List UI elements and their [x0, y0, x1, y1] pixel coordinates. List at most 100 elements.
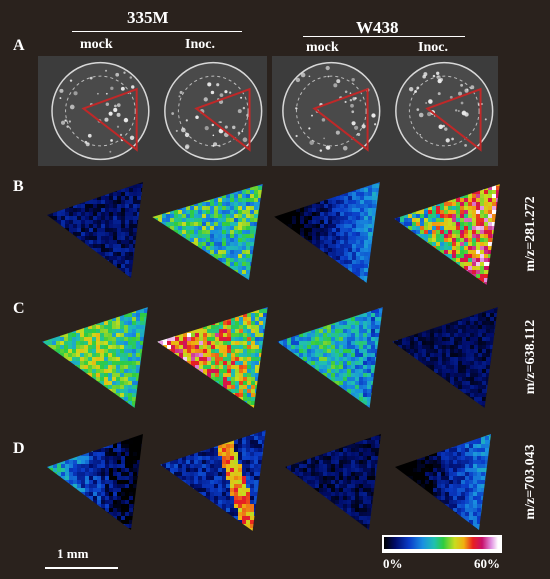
mz-label-c: m/z=638.112	[523, 319, 538, 395]
tissue-spot	[212, 134, 215, 137]
tissue-spot	[184, 145, 189, 150]
tissue-spot	[295, 77, 301, 83]
tissue-spot	[218, 144, 221, 148]
row-label-b: B	[13, 178, 24, 195]
tissue-spot	[89, 76, 93, 80]
tissue-spot	[437, 78, 442, 84]
tissue-spot	[418, 112, 424, 118]
tissue-spot	[336, 79, 341, 84]
tissue-spot	[354, 125, 359, 130]
tissue-spot	[185, 119, 188, 122]
tissue-spot	[224, 125, 228, 129]
tissue-spot	[105, 102, 110, 106]
tissue-spot	[195, 115, 199, 120]
ion-intensity-pixels	[47, 434, 143, 530]
tissue-spot	[371, 113, 376, 118]
colorbar-max-label: 60%	[474, 556, 500, 571]
tissue-spot	[333, 83, 338, 88]
tissue-spot	[350, 103, 354, 108]
tissue-spot	[87, 133, 92, 138]
ion-map-b-w438-inoc	[392, 182, 502, 287]
ion-intensity-pixels	[392, 307, 498, 408]
tissue-spot	[419, 133, 422, 136]
ion-intensity-pixels	[277, 307, 383, 408]
tissue-spot	[120, 86, 125, 91]
tissue-spot	[178, 95, 181, 98]
tissue-spot	[442, 124, 445, 128]
tissue-spot	[216, 83, 220, 87]
tissue-spot	[354, 97, 357, 100]
tissue-spot	[351, 121, 356, 126]
ion-intensity-pixels	[285, 434, 381, 530]
colorbar	[384, 537, 498, 549]
tissue-spot	[300, 72, 306, 78]
tissue-spot	[374, 123, 377, 126]
column-label-w438-mock: mock	[306, 40, 339, 55]
tissue-spot	[84, 140, 88, 144]
tissue-spot	[349, 92, 352, 94]
tissue-spot	[109, 150, 112, 153]
tissue-spot	[129, 76, 133, 79]
vascular-ring	[65, 75, 136, 147]
tissue-spot	[344, 90, 348, 93]
tissue-spot	[116, 112, 121, 117]
column-label-w438-inoc: Inoc.	[418, 40, 448, 55]
tissue-spot	[454, 109, 458, 112]
tissue-spot	[184, 132, 190, 138]
tissue-spot	[123, 71, 126, 74]
ion-intensity-pixels	[157, 307, 268, 408]
tissue-spot	[97, 92, 99, 95]
ion-map-c-335m-inoc	[155, 305, 270, 410]
tissue-spot	[131, 85, 135, 89]
column-label-335m-mock: mock	[80, 37, 113, 52]
tissue-spot	[207, 82, 212, 87]
tissue-spot	[461, 110, 467, 116]
tissue-spot	[229, 91, 232, 94]
group-underline-w438	[303, 36, 465, 37]
tissue-spot	[104, 117, 109, 122]
photo-w438-mock	[272, 56, 386, 166]
tissue-spot	[60, 120, 66, 125]
cross-section-outline	[282, 61, 381, 161]
tissue-spot	[119, 133, 123, 137]
ion-map-c-w438-mock	[275, 305, 385, 410]
ion-intensity-pixels	[47, 182, 143, 278]
sampled-wedge-outline	[81, 87, 138, 152]
tissue-spot	[416, 86, 420, 90]
tissue-spot	[237, 109, 242, 114]
group-underline-335m	[72, 31, 242, 32]
tissue-spot	[105, 92, 108, 95]
tissue-spot	[240, 96, 243, 99]
tissue-spot	[68, 120, 72, 123]
tissue-spot	[327, 75, 330, 78]
ion-intensity-pixels	[42, 307, 148, 408]
tissue-spot	[427, 111, 432, 117]
mz-label-d: m/z=703.043	[523, 444, 538, 520]
tissue-spot	[73, 91, 78, 96]
tissue-spot	[69, 79, 73, 82]
tissue-spot	[325, 65, 330, 71]
scale-bar	[45, 567, 118, 569]
tissue-spot	[425, 102, 427, 104]
ion-intensity-pixels	[160, 430, 266, 531]
tissue-spot	[116, 125, 120, 128]
tissue-spot	[210, 90, 215, 95]
tissue-spot	[438, 124, 444, 129]
tissue-spot	[414, 90, 417, 93]
tissue-spot	[311, 114, 313, 117]
ion-intensity-pixels	[152, 184, 263, 280]
tissue-spot	[295, 134, 298, 138]
cross-section-outline	[395, 61, 494, 161]
tissue-spot	[408, 86, 414, 92]
row-label-a: A	[13, 37, 25, 54]
tissue-spot	[436, 71, 440, 75]
tissue-spot	[460, 83, 464, 87]
tissue-spot	[361, 124, 366, 129]
ion-map-b-w438-mock	[272, 180, 382, 285]
ion-intensity-pixels	[274, 182, 380, 283]
tissue-spot	[171, 112, 175, 115]
tissue-spot	[428, 99, 433, 104]
ion-map-b-335m-mock	[45, 180, 145, 280]
tissue-spot	[466, 88, 469, 91]
tissue-spot	[308, 75, 311, 78]
